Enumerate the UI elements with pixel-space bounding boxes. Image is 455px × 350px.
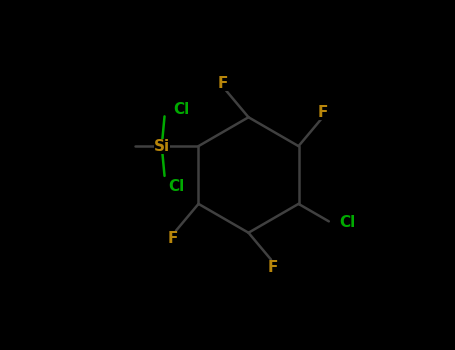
Text: F: F — [217, 76, 228, 91]
Text: F: F — [268, 260, 278, 275]
Text: Cl: Cl — [173, 102, 190, 117]
Text: Cl: Cl — [339, 215, 355, 230]
Text: F: F — [318, 105, 328, 120]
Text: Si: Si — [154, 139, 170, 154]
Text: F: F — [167, 231, 177, 246]
Text: Cl: Cl — [168, 179, 184, 194]
